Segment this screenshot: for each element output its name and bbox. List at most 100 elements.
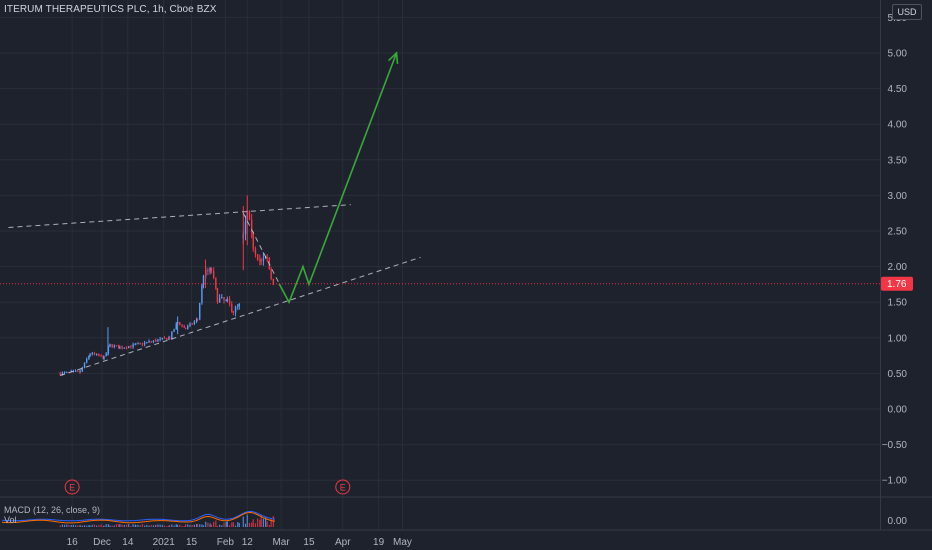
candle-body — [100, 355, 102, 357]
volume-bar — [210, 524, 213, 527]
candle-body — [66, 371, 68, 373]
trend-line — [60, 256, 421, 377]
candle-body — [132, 344, 134, 347]
y-tick-label: 1.00 — [888, 333, 908, 344]
candle-body — [91, 352, 93, 355]
volume-bar — [91, 524, 93, 527]
candle-body — [146, 342, 148, 344]
volume-bar — [107, 524, 109, 527]
volume-bar — [89, 525, 91, 527]
candle-body — [89, 354, 91, 356]
volume-bar — [121, 524, 123, 527]
volume-bar — [128, 524, 130, 527]
currency-button[interactable]: USD — [892, 4, 922, 20]
candle-body — [184, 327, 187, 329]
candle-body — [135, 343, 137, 345]
volume-bar — [86, 525, 88, 527]
volume-bar — [98, 525, 100, 527]
earnings-marker-label: E — [69, 483, 75, 493]
candle-body — [195, 319, 198, 322]
candle-body — [105, 353, 107, 357]
price-axis[interactable]: 5.505.004.504.003.503.002.502.001.501.00… — [881, 13, 913, 527]
candle-body — [223, 297, 225, 301]
volume-bar — [83, 525, 86, 527]
candle-body — [109, 344, 111, 348]
projection-arrow[interactable] — [278, 51, 399, 305]
candle-body — [88, 355, 90, 360]
candle-body — [86, 359, 88, 363]
candle-body — [212, 270, 215, 278]
volume-bar — [234, 525, 237, 527]
candle-body — [119, 347, 121, 349]
volume-bar — [201, 524, 203, 527]
macd-legend[interactable]: MACD (12, 26, close, 9) — [4, 505, 101, 515]
volume-bar — [171, 524, 173, 527]
candle-body — [226, 298, 229, 301]
candle-body — [79, 371, 81, 373]
volume-bar — [207, 522, 209, 527]
candle-body — [201, 285, 203, 303]
candle-body — [199, 302, 201, 320]
volume-legend[interactable]: Vol — [4, 515, 17, 525]
volume-bar — [105, 524, 107, 527]
volume-bar — [252, 519, 254, 527]
y-tick-label: 2.00 — [888, 262, 908, 273]
volume-bar — [59, 525, 61, 527]
volume-bar — [244, 523, 247, 527]
candle-body — [252, 231, 254, 249]
volume-bar — [102, 525, 104, 527]
volume-bar — [216, 525, 219, 527]
x-tick-label: Mar — [272, 537, 290, 548]
y-tick-label: 3.50 — [888, 155, 908, 166]
y-tick-label: 0.00 — [888, 405, 908, 416]
symbol-title[interactable]: ITERUM THERAPEUTICS PLC, 1h, Cboe BZX — [4, 4, 217, 15]
y-tick-label: 4.50 — [888, 84, 908, 95]
candle-body — [157, 339, 159, 342]
candle-body — [141, 343, 144, 345]
candle-body — [193, 321, 196, 324]
candle-body — [189, 323, 191, 326]
volume-bar — [193, 524, 195, 527]
volume-bar — [152, 525, 155, 527]
candle-body — [93, 352, 96, 355]
volume-bar — [209, 523, 211, 527]
x-tick-label: 14 — [122, 537, 134, 548]
volume-bar — [177, 524, 179, 527]
projection-arrowhead — [387, 51, 399, 65]
candle-body — [130, 346, 132, 348]
time-axis[interactable]: 16 Dec 14 2021 15 Feb 12 Mar 15 Apr 19 May — [67, 537, 412, 548]
volume-bar — [88, 525, 90, 527]
volume-bar — [70, 524, 72, 527]
volume-bar — [254, 523, 257, 527]
volume-bar — [141, 524, 144, 527]
volume-bar — [173, 525, 175, 527]
volume-bar — [155, 525, 157, 527]
candle-body — [113, 345, 116, 347]
candle-body — [254, 248, 257, 255]
trend-lines[interactable] — [8, 204, 421, 377]
candle-body — [183, 325, 185, 328]
y-tick-label: 2.50 — [888, 227, 908, 238]
x-tick-label: 19 — [373, 537, 385, 548]
candle-body — [196, 319, 199, 321]
volume-bar — [157, 524, 159, 527]
volume-bar — [226, 521, 228, 527]
volume-bar — [242, 516, 244, 527]
y-tick-label: 4.00 — [888, 120, 908, 131]
candle-body — [266, 256, 268, 258]
volume-bar — [118, 524, 120, 527]
candle-body — [231, 303, 233, 312]
volume-bar — [79, 525, 81, 527]
volume-bar — [66, 524, 68, 527]
candle-body — [210, 268, 213, 271]
candle-body — [215, 277, 217, 289]
candle-body — [218, 298, 221, 303]
x-tick-label: 2021 — [153, 537, 176, 548]
earnings-marker — [335, 479, 351, 495]
volume-bar — [272, 515, 274, 527]
volume-bar — [237, 522, 239, 527]
volume-bar — [232, 522, 234, 527]
candle-body — [63, 372, 66, 374]
